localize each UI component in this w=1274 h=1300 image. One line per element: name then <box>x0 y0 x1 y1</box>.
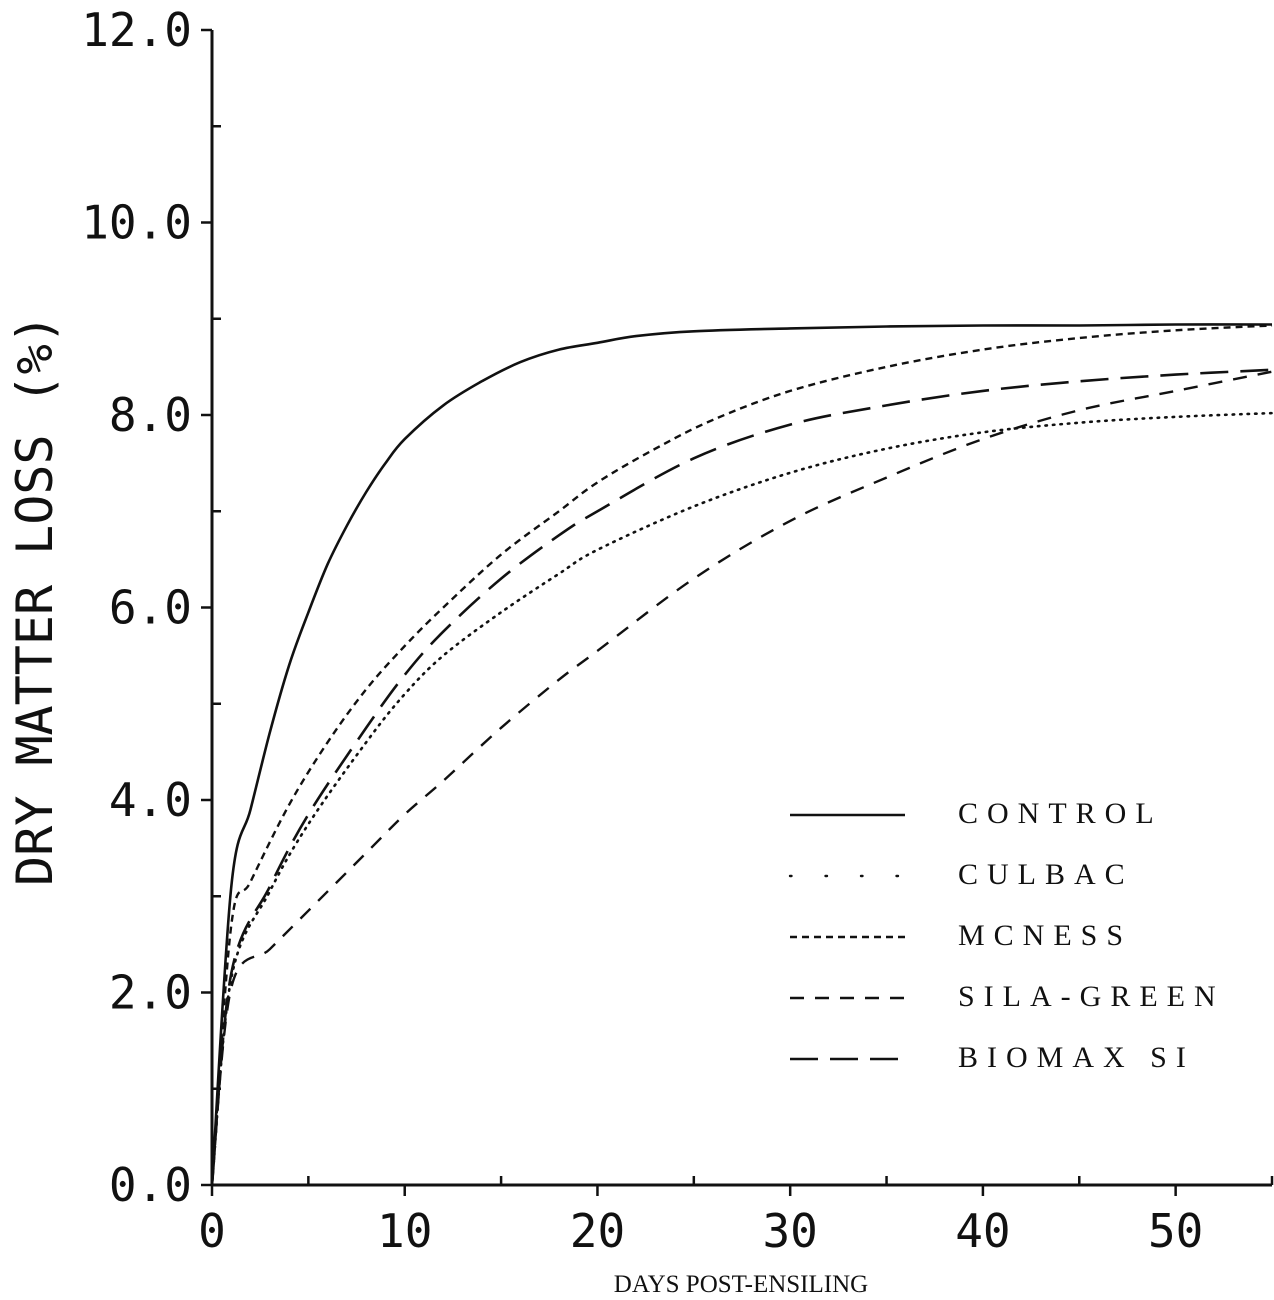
legend: CONTROL CULBAC MCNESS SILA-GREEN BIOMAX SI <box>788 797 1225 1074</box>
legend-label-culbac: CULBAC <box>958 858 1134 891</box>
x-tick-label: 0 <box>198 1204 226 1258</box>
x-tick-label: 50 <box>1148 1204 1203 1258</box>
legend-label-sila-green: SILA-GREEN <box>958 980 1225 1013</box>
series-line-control <box>210 323 1273 1186</box>
y-tick-label: 6.0 <box>109 581 192 635</box>
y-tick-label: 10.0 <box>81 196 192 250</box>
legend-label-control: CONTROL <box>958 797 1163 830</box>
y-tick-label: 0.0 <box>109 1158 192 1212</box>
x-tick-label: 30 <box>762 1204 817 1258</box>
legend-label-biomax-si: BIOMAX SI <box>958 1041 1195 1074</box>
y-ticks: 0.0 2.0 4.0 6.0 8.0 10.0 12.0 <box>81 3 221 1212</box>
y-tick-label: 8.0 <box>109 388 192 442</box>
x-tick-label: 40 <box>955 1204 1010 1258</box>
x-ticks: 0 10 20 30 40 50 <box>198 1176 1274 1258</box>
series-line-biomax-si <box>210 368 1273 1186</box>
series-line-mcness <box>210 324 1273 1186</box>
x-tick-label: 10 <box>377 1204 432 1258</box>
series-layer <box>210 323 1274 1187</box>
y-tick-label: 2.0 <box>109 966 192 1020</box>
series-line-sila-green <box>210 370 1273 1186</box>
y-tick-label: 12.0 <box>81 3 192 57</box>
legend-label-mcness: MCNESS <box>958 919 1132 952</box>
y-tick-label: 4.0 <box>109 773 192 827</box>
y-axis-title: DRY MATTER LOSS (%) <box>6 314 64 886</box>
x-axis-title: DAYS POST-ENSILING <box>614 1271 868 1298</box>
x-tick-label: 20 <box>570 1204 625 1258</box>
